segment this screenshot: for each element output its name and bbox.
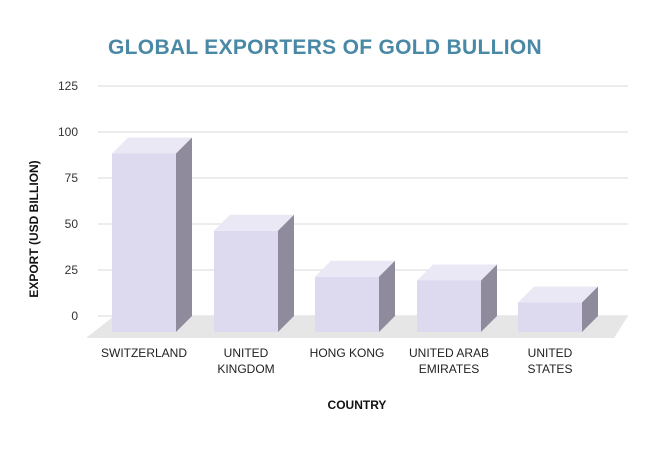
bar [214,214,294,332]
x-tick-label: SWITZERLAND [101,346,187,360]
y-tick-label: 100 [58,125,78,139]
x-axis-label: COUNTRY [327,398,387,412]
bar [112,137,192,332]
x-tick-label: EMIRATES [419,362,479,376]
y-tick-label: 125 [58,79,78,93]
bar-side [582,286,598,332]
bar-side [278,214,294,332]
bar-side [379,260,395,332]
bar-top [315,260,395,277]
bar-front [112,153,176,332]
y-tick-label: 25 [65,263,79,277]
bar-side [481,264,497,332]
x-tick-label: UNITED ARAB [409,346,489,360]
bar [315,260,395,332]
bar-front [518,302,582,332]
bars [112,137,598,332]
x-tick-label: UNITED [224,346,269,360]
x-tick-label: KINGDOM [217,362,274,376]
bar-top [417,264,497,281]
bar-front [417,280,481,332]
y-tick-label: 75 [65,171,79,185]
x-tick-label: STATES [528,362,573,376]
x-tick-label: UNITED [528,346,573,360]
y-tick-label: 0 [71,309,78,323]
x-tick-labels: SWITZERLAND UNITED KINGDOM HONG KONG UNITED … [101,346,573,376]
y-axis-label-text: EXPORT (USD BILLION) [27,160,41,298]
bar-side [176,137,192,332]
bar-top [214,214,294,231]
x-tick-label: HONG KONG [310,346,385,360]
chart-title: GLOBAL EXPORTERS OF GOLD BULLION [108,36,542,59]
y-tick-label: 50 [65,217,79,231]
bar-top [112,137,192,154]
bar-front [315,276,379,332]
bar [417,264,497,332]
y-tick-labels: 0 25 50 75 100 125 [58,79,78,323]
bar-front [214,230,278,332]
bar-top [518,286,598,303]
bar [518,286,598,332]
